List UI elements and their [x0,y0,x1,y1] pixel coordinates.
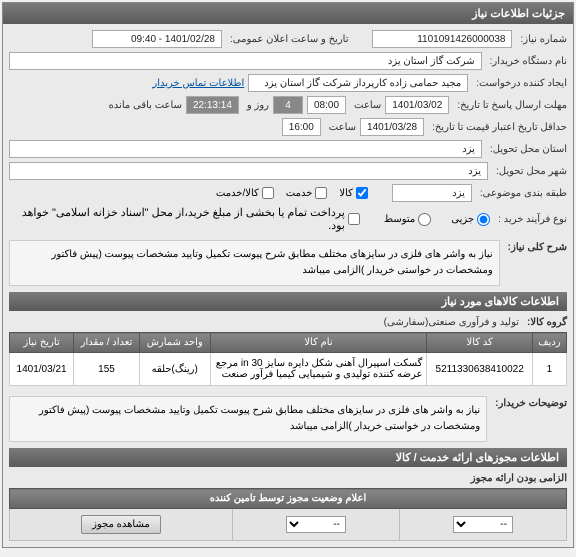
time-label-1: ساعت [350,100,381,111]
type-checkboxes: کالا خدمت کالا/خدمت [216,187,368,199]
status-select-cell: -- [399,509,566,541]
remaining-label: ساعت باقی مانده [105,100,182,111]
contact-link[interactable]: اطلاعات تماس خریدار [152,78,244,89]
pub-time-value: 1401/02/28 - 09:40 [92,30,222,48]
cb-goods-service-input[interactable] [262,187,274,199]
price-validity-label: حداقل تاریخ اعتبار قیمت تا تاریخ: [428,122,567,133]
classification-label: طبقه بندی موضوعی: [476,188,567,199]
row-delivery-province: استان محل تحویل: یزد [9,140,567,158]
delivery-province-value: یزد [9,140,482,158]
need-no-label: شماره نیاز: [516,34,567,45]
row-delivery-city: شهر محل تحویل: یزد [9,162,567,180]
buyer-note-text: نیاز به واشر های فلزی در سایزهای مختلف م… [9,396,487,442]
cb-service-input[interactable] [315,187,327,199]
view-permit-button[interactable]: مشاهده مجوز [81,515,161,534]
rb-partial-input[interactable] [477,213,490,226]
permits-section-header: اطلاعات مجوزهای ارائه خدمت / کالا [9,448,567,467]
pub-time-label: تاریخ و ساعت اعلان عمومی: [226,34,349,45]
permit-req-label: الزامی بودن ارائه مجوز [467,473,567,484]
th-unit: واحد شمارش [139,333,210,353]
need-title-text: نیاز به واشر های فلزی در سایزهای مختلف م… [9,240,500,286]
buyer-label: نام دستگاه خریدار: [486,56,567,67]
buyer-note-label: توضیحات خریدار: [491,392,567,409]
goods-section-header: اطلاعات کالاهای مورد نیاز [9,292,567,311]
time-label-2: ساعت [325,122,356,133]
deadline-label: مهلت ارسال پاسخ تا تاریخ: [453,100,567,111]
panel-body: شماره نیاز: 1101091426000038 تاریخ و ساع… [3,24,573,547]
cb-goods[interactable]: کالا [339,187,368,199]
th-date: تاریخ نیاز [10,333,74,353]
td-date: 1401/03/21 [10,353,74,386]
row-permit-req: الزامی بودن ارائه مجوز [9,473,567,484]
table-header-row: ردیف کد کالا نام کالا واحد شمارش تعداد /… [10,333,567,353]
goods-group-value: تولید و فرآوری صنعتی(سفارشی) [380,317,519,328]
purchase-type-label: نوع فرآیند خرید : [494,214,567,225]
status-header-row: اعلام وضعیت مجوز توسط تامین کننده [10,489,567,509]
td-code: 5211330638410022 [427,353,532,386]
row-goods-group: گروه کالا: تولید و فرآوری صنعتی(سفارشی) [9,317,567,328]
th-qty: تعداد / مقدار [74,333,140,353]
td-row: 1 [532,353,566,386]
buyer-value: شرکت گاز استان یزد [9,52,482,70]
row-buyer-note: توضیحات خریدار: نیاز به واشر های فلزی در… [9,392,567,442]
status-row: -- -- مشاهده مجوز [10,509,567,541]
days-count: 4 [273,96,303,114]
purchase-radios: جزیی متوسط [384,213,490,226]
days-label: روز و [243,100,269,111]
cb-goods-service[interactable]: کالا/خدمت [216,187,274,199]
delivery-city-label: شهر محل تحویل: [492,166,567,177]
row-requester: ایجاد کننده درخواست: مجید حمامی زاده کار… [9,74,567,92]
row-classification: طبقه بندی موضوعی: یزد کالا خدمت کالا/خدم… [9,184,567,202]
panel-title: جزئیات اطلاعات نیاز [3,3,573,24]
td-name: گسکت اسپیرال آهنی شکل دایره سایز 30 in م… [210,353,427,386]
delivery-city-value: یزد [9,162,488,180]
row-purchase-type: نوع فرآیند خرید : جزیی متوسط پرداخت تمام… [9,206,567,232]
price-time: 16:00 [282,118,321,136]
td-qty: 155 [74,353,140,386]
status-select-cell-2: -- [232,509,399,541]
need-no-value: 1101091426000038 [372,30,512,48]
status-select-2[interactable]: -- [286,516,346,533]
classification-value: یزد [392,184,472,202]
row-price-validity: حداقل تاریخ اعتبار قیمت تا تاریخ: 1401/0… [9,118,567,136]
status-header: اعلام وضعیت مجوز توسط تامین کننده [10,489,567,509]
rb-medium[interactable]: متوسط [384,213,431,226]
remaining-time: 22:13:14 [186,96,239,114]
price-date: 1401/03/28 [360,118,424,136]
deadline-date: 1401/03/02 [385,96,449,114]
rb-partial[interactable]: جزیی [451,213,490,226]
rb-medium-input[interactable] [418,213,431,226]
td-unit: (رینگ)حلقه [139,353,210,386]
goods-table: ردیف کد کالا نام کالا واحد شمارش تعداد /… [9,332,567,386]
goods-group-label: گروه کالا: [523,317,567,328]
status-select[interactable]: -- [453,516,513,533]
deadline-time: 08:00 [307,96,346,114]
th-row: ردیف [532,333,566,353]
th-name: نام کالا [210,333,427,353]
main-panel: جزئیات اطلاعات نیاز شماره نیاز: 11010914… [2,2,574,548]
cb-payment-input[interactable] [348,213,360,225]
cb-payment-note[interactable]: پرداخت تمام یا بخشی از مبلغ خرید،از محل … [9,206,360,232]
row-need-number: شماره نیاز: 1101091426000038 تاریخ و ساع… [9,30,567,48]
cb-goods-input[interactable] [356,187,368,199]
table-row: 1 5211330638410022 گسکت اسپیرال آهنی شکل… [10,353,567,386]
row-buyer: نام دستگاه خریدار: شرکت گاز استان یزد [9,52,567,70]
requester-value: مجید حمامی زاده کارپرداز شرکت گاز استان … [248,74,468,92]
cb-service[interactable]: خدمت [286,187,328,199]
requester-label: ایجاد کننده درخواست: [472,78,567,89]
th-code: کد کالا [427,333,532,353]
status-btn-cell: مشاهده مجوز [10,509,233,541]
row-need-title: شرح کلی نیاز: نیاز به واشر های فلزی در س… [9,236,567,286]
need-title-label: شرح کلی نیاز: [504,236,567,253]
status-table: اعلام وضعیت مجوز توسط تامین کننده -- -- [9,488,567,541]
row-deadline: مهلت ارسال پاسخ تا تاریخ: 1401/03/02 ساع… [9,96,567,114]
delivery-province-label: استان محل تحویل: [486,144,567,155]
